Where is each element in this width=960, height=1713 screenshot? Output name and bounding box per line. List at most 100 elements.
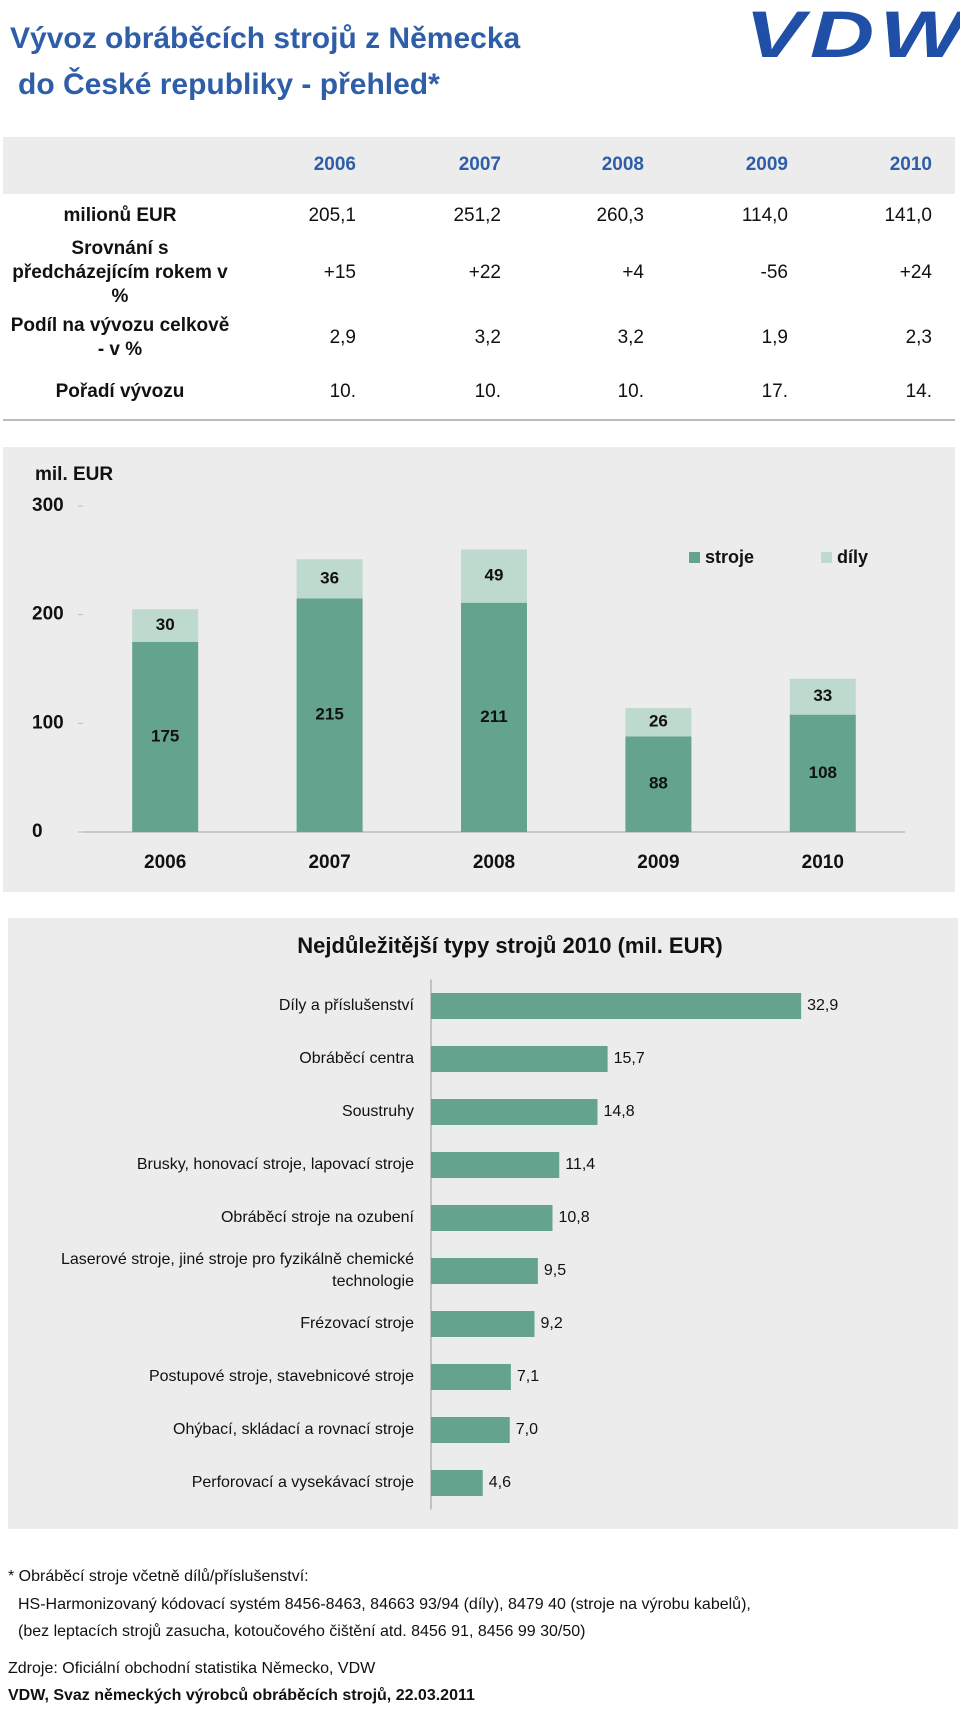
cell: 10.: [329, 381, 356, 402]
category-label: Laserové stroje, jiné stroje pro fyzikál…: [60, 1251, 414, 1290]
x-tick-label: 2010: [802, 852, 844, 873]
bar: [431, 1099, 598, 1125]
note: * Obráběcí stroje včetně dílů/příslušens…: [8, 1568, 309, 1585]
data-label: 7,1: [517, 1368, 539, 1385]
axis-title: mil. EUR: [35, 464, 113, 485]
cell: +22: [468, 262, 501, 283]
data-label: 36: [320, 568, 339, 587]
x-tick-label: 2008: [473, 852, 515, 873]
bar-segment: [625, 736, 692, 832]
data-label: 9,5: [544, 1262, 566, 1279]
category-label: Díly a příslušenství: [278, 997, 414, 1014]
bar: [431, 1258, 538, 1284]
legend-swatch: [821, 552, 832, 563]
data-label: 32,9: [807, 997, 838, 1014]
category-label: Ohýbací, skládací a rovnací stroje: [173, 1421, 414, 1438]
data-label: 15,7: [614, 1050, 645, 1067]
category-label: Frézovací stroje: [300, 1315, 414, 1332]
note: HS-Harmonizovaný kódovací systém 8456-84…: [18, 1595, 751, 1613]
table-header-band: [3, 137, 955, 194]
data-label: 211: [480, 707, 507, 726]
y-tick-label: 200: [32, 604, 64, 625]
bar-segment: [625, 708, 692, 737]
bar: [431, 1364, 511, 1390]
cell: 14.: [905, 381, 932, 402]
bar-segment: [461, 549, 527, 603]
column-header: 2007: [458, 154, 501, 175]
bar: [431, 1205, 553, 1231]
bar: [431, 1152, 560, 1178]
row-label: milionů EUR: [63, 205, 177, 226]
cell: 10.: [474, 381, 501, 402]
data-label: 9,2: [541, 1315, 563, 1332]
data-label: 11,4: [565, 1156, 595, 1173]
column-header: 2009: [745, 154, 788, 175]
data-label: 33: [813, 686, 832, 705]
bar-segment: [789, 714, 856, 832]
cell: 260,3: [596, 205, 644, 226]
row-label: Pořadí vývozu: [55, 381, 185, 402]
logo: VDW: [745, 0, 960, 71]
bar-segment: [296, 598, 363, 832]
data-label: 108: [809, 763, 837, 782]
cell: 1,9: [761, 327, 788, 348]
bar-segment: [461, 602, 527, 832]
y-tick-label: 300: [32, 495, 64, 516]
data-label: 4,6: [489, 1474, 511, 1491]
category-label: Soustruhy: [341, 1103, 414, 1120]
bar-segment: [132, 609, 199, 642]
column-header: 2010: [889, 154, 932, 175]
title-line: Vývoz obráběcích strojů z Německa: [10, 22, 521, 55]
bar-segment: [789, 678, 856, 715]
y-tick-label: 0: [32, 821, 43, 842]
cell: 114,0: [741, 205, 788, 226]
data-label: 26: [649, 712, 668, 731]
category-label: Obráběcí stroje na ozubení: [220, 1209, 414, 1226]
data-label: 10,8: [559, 1209, 590, 1226]
bar: [431, 1311, 535, 1337]
chart-title: Nejdůležitější typy strojů 2010 (mil. EU…: [297, 933, 722, 958]
data-label: 88: [649, 774, 668, 793]
cell: 3,2: [617, 327, 644, 348]
bar-segment: [132, 641, 199, 832]
title-line: do České republiky - přehled*: [18, 68, 440, 101]
credit: VDW, Svaz německých výrobců obráběcích s…: [8, 1687, 475, 1704]
row-label: Podíl na vývozu celkově - v %: [10, 315, 230, 360]
cell: 2,9: [329, 327, 356, 348]
row-label: Srovnání s předcházejícím rokem v %: [12, 238, 228, 307]
x-tick-label: 2009: [637, 852, 679, 873]
bar: [431, 1046, 608, 1072]
data-label: 14,8: [604, 1103, 635, 1120]
x-tick-label: 2007: [308, 852, 350, 873]
category-label: Perforovací a vysekávací stroje: [191, 1474, 414, 1491]
cell: +15: [323, 262, 356, 283]
title: Vývoz obráběcích strojů z Německa do Čes…: [10, 16, 520, 108]
data-label: 215: [315, 705, 343, 724]
cell: -56: [760, 262, 788, 283]
legend-label: díly: [837, 547, 868, 567]
legend-label: stroje: [705, 547, 754, 567]
data-label: 49: [485, 566, 504, 585]
bar: [431, 993, 802, 1019]
cell: 205,1: [308, 205, 356, 226]
footer: * Obráběcí stroje včetně dílů/příslušens…: [8, 1563, 751, 1710]
cell: 2,3: [905, 327, 932, 348]
category-label: Obráběcí centra: [299, 1050, 414, 1067]
category-label: Postupové stroje, stavebnicové stroje: [148, 1368, 414, 1385]
bar: [431, 1417, 510, 1443]
y-tick-label: 100: [32, 712, 64, 733]
legend-swatch: [689, 552, 700, 563]
cell: 10.: [617, 381, 644, 402]
data-label: 175: [151, 726, 179, 745]
cell: 3,2: [474, 327, 501, 348]
category-label: Brusky, honovací stroje, lapovací stroje: [136, 1156, 414, 1173]
x-tick-label: 2006: [144, 852, 186, 873]
data-label: 30: [156, 615, 175, 634]
column-header: 2006: [313, 154, 356, 175]
cell: +4: [622, 262, 644, 283]
data-label: 7,0: [516, 1421, 538, 1438]
cell: 141,0: [884, 205, 932, 226]
cell: 17.: [761, 381, 788, 402]
